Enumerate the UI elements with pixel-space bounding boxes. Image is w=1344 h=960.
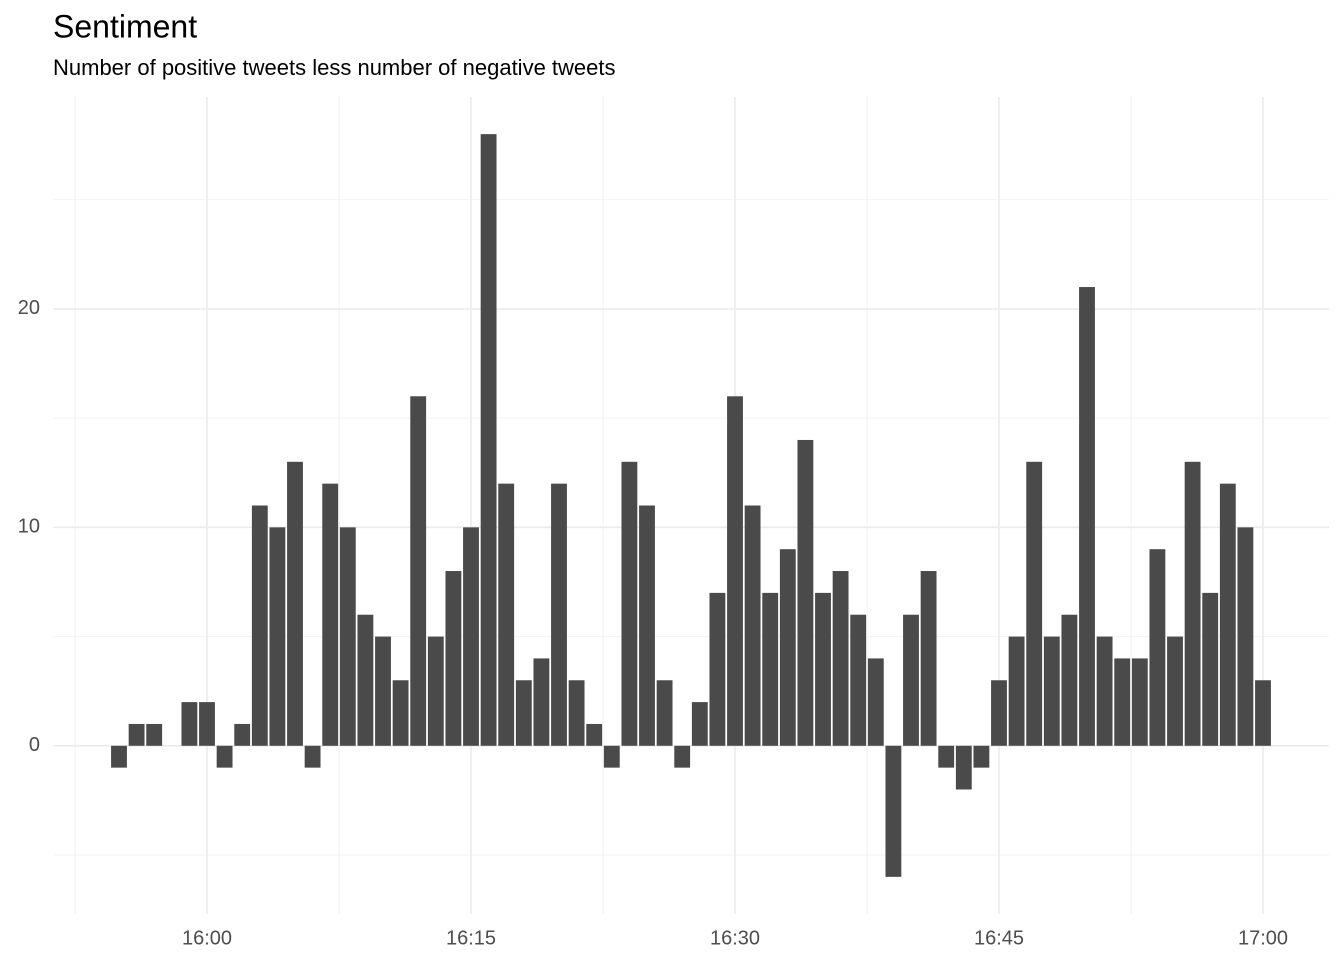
chart-title: Sentiment (53, 8, 197, 44)
bar (216, 745, 233, 768)
bar (639, 505, 655, 746)
bar (111, 745, 127, 768)
bar (1043, 636, 1060, 746)
bar (797, 439, 814, 746)
bar (744, 505, 761, 746)
bar (392, 680, 409, 746)
bar (1096, 636, 1113, 746)
bar (128, 723, 145, 746)
bar (181, 702, 198, 746)
bar (955, 745, 972, 790)
bar (779, 549, 796, 746)
bar (533, 658, 550, 746)
bar (498, 483, 515, 746)
bar (427, 636, 444, 746)
bar (656, 680, 673, 746)
bar (991, 680, 1007, 746)
bar (1219, 483, 1236, 746)
bar (762, 592, 779, 746)
bar (1061, 614, 1078, 746)
bar (1131, 658, 1148, 746)
bar (973, 745, 990, 768)
bar (691, 702, 708, 746)
bar (551, 483, 567, 746)
bar (357, 614, 374, 746)
bar (586, 723, 603, 746)
y-tick-label: 0 (29, 734, 40, 756)
bar (674, 745, 691, 768)
chart-subtitle: Number of positive tweets less number of… (53, 55, 616, 80)
bar (287, 461, 303, 746)
bar (603, 745, 620, 768)
bar (445, 571, 462, 746)
bar (480, 134, 497, 746)
bar (867, 658, 884, 746)
bar (903, 614, 919, 746)
bar (832, 571, 849, 746)
bar (515, 680, 532, 746)
x-tick-label: 16:45 (974, 927, 1024, 949)
y-tick-label: 10 (18, 516, 40, 538)
bar (234, 723, 251, 746)
bar (1167, 636, 1183, 746)
x-tick-label: 16:00 (182, 927, 232, 949)
bar (251, 505, 268, 746)
x-tick-label: 17:00 (1238, 927, 1288, 949)
bar (146, 723, 163, 746)
bar (322, 483, 339, 746)
bar (1026, 461, 1043, 746)
bar (709, 592, 726, 746)
bar (304, 745, 321, 768)
bar (1184, 461, 1201, 746)
bar (1114, 658, 1131, 746)
x-tick-label: 16:15 (446, 927, 496, 949)
bar (1008, 636, 1025, 746)
x-tick-label: 16:30 (710, 927, 760, 949)
bar (1079, 287, 1095, 746)
bar (568, 680, 585, 746)
bar (1255, 680, 1271, 746)
y-tick-label: 20 (18, 297, 40, 319)
bar (463, 527, 479, 746)
bar (375, 636, 391, 746)
bar (727, 396, 743, 746)
bar (339, 527, 356, 746)
bar (269, 527, 286, 746)
bar (938, 745, 955, 768)
bar (1237, 527, 1254, 746)
bar (199, 702, 215, 746)
bar (885, 745, 902, 877)
bar (1149, 549, 1166, 746)
bar (920, 571, 937, 746)
bar (410, 396, 427, 746)
bar (621, 461, 638, 746)
bar (1202, 592, 1219, 746)
bar (815, 592, 831, 746)
bar (850, 614, 867, 746)
